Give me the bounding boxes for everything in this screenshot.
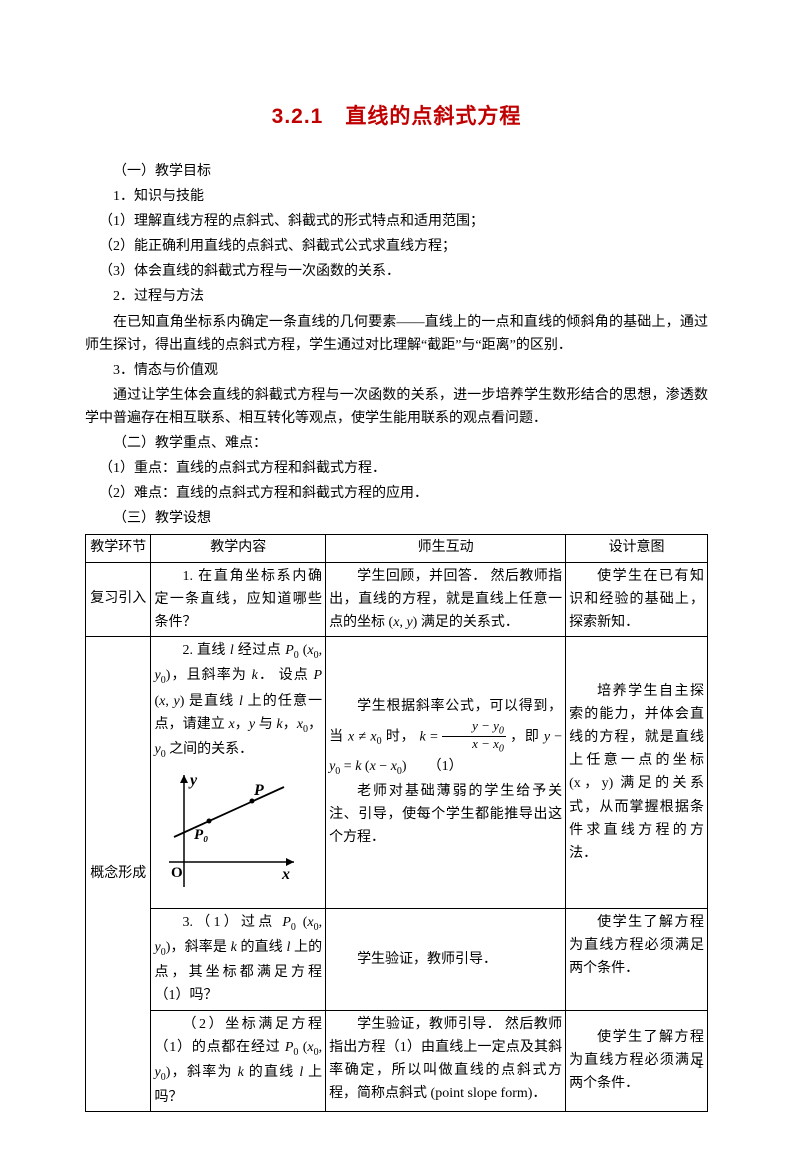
point-p0 — [207, 819, 212, 824]
page-title: 3.2.1 直线的点斜式方程 — [85, 100, 708, 130]
interaction-cell: 学生验证，教师引导． 然后教师指出方程（1）由直线上一定点及其斜率确定，所以叫做… — [326, 1010, 566, 1112]
cell-text: 学生验证，教师引导． — [329, 948, 562, 971]
interaction-cell: 学生回顾，并回答． 然后教师指出，直线的方程，就是直线上任意一点的坐标 (x, … — [326, 562, 566, 636]
body-text: （1）理解直线方程的点斜式、斜截式的形式特点和适用范围； — [85, 210, 708, 233]
cell-text: 学生验证，教师引导． 然后教师指出方程（1）由直线上一定点及其斜率确定，所以叫做… — [329, 1013, 562, 1105]
coordinate-graph: y x O P P₀ — [154, 767, 304, 897]
body-text: 3．情态与价值观 — [85, 359, 708, 382]
cell-text: 老师对基础薄弱的学生给予关注、引导，使每个学生都能推导出这个方程． — [329, 780, 562, 849]
body-text: 2．过程与方法 — [85, 285, 708, 308]
cell-text: 3.（1）过点 P0 (x0, y0)，斜率是 k 的直线 l 上的点，其坐标都… — [154, 911, 322, 1008]
body-text: 1．知识与技能 — [85, 185, 708, 208]
intent-cell: 培养学生自主探索的能力，并体会直线的方程，就是直线上任意一点的坐标 (x，y) … — [566, 637, 708, 909]
table-row: 概念形成 2. 直线 l 经过点 P0 (x0, y0)，且斜率为 k． 设点 … — [86, 637, 708, 909]
intent-cell: 使学生了解方程为直线方程必须满足两个条件． — [566, 908, 708, 1010]
cell-text: 使学生在已有知识和经验的基础上，探索新知． — [569, 565, 704, 634]
stage-cell: 概念形成 — [86, 637, 151, 1112]
section-heading: （三）教学设想 — [85, 507, 708, 530]
col-header: 教学环节 — [86, 535, 151, 562]
lesson-table: 教学环节 教学内容 师生互动 设计意图 复习引入 1. 在直角坐标系内确定一条直… — [85, 534, 708, 1112]
cell-text: 使学生了解方程为直线方程必须满足两个条件． — [569, 1026, 704, 1095]
page-number: 1 — [697, 1056, 704, 1072]
origin-label: O — [171, 865, 183, 881]
cell-text: 1. 在直角坐标系内确定一条直线，应知道哪些条件？ — [154, 565, 322, 634]
content-cell: 3.（1）过点 P0 (x0, y0)，斜率是 k 的直线 l 上的点，其坐标都… — [151, 908, 326, 1010]
table-row: （2）坐标满足方程（1）的点都在经过 P0 (x0, y0)，斜率为 k 的直线… — [86, 1010, 708, 1112]
cell-text: 学生回顾，并回答． 然后教师指出，直线的方程，就是直线上任意一点的坐标 (x, … — [329, 565, 562, 634]
interaction-cell: 学生验证，教师引导． — [326, 908, 566, 1010]
intent-cell: 使学生了解方程为直线方程必须满足两个条件． — [566, 1010, 708, 1112]
body-text: （2）难点：直线的点斜式方程和斜截式方程的应用． — [85, 482, 708, 505]
cell-text: 使学生了解方程为直线方程必须满足两个条件． — [569, 911, 704, 980]
cell-text: 学生根据斜率公式，可以得到，当 x ≠ x0 时， k = y − y0x − … — [329, 695, 562, 780]
fraction: y − y0x − x0 — [442, 719, 506, 755]
content-cell: 1. 在直角坐标系内确定一条直线，应知道哪些条件？ — [151, 562, 326, 636]
table-header-row: 教学环节 教学内容 师生互动 设计意图 — [86, 535, 708, 562]
content-cell: 2. 直线 l 经过点 P0 (x0, y0)，且斜率为 k． 设点 P (x,… — [151, 637, 326, 909]
body-text: （3）体会直线的斜截式方程与一次函数的关系． — [85, 260, 708, 283]
document-page: 3.2.1 直线的点斜式方程 （一）教学目标 1．知识与技能 （1）理解直线方程… — [0, 0, 793, 1172]
section-heading: （一）教学目标 — [85, 160, 708, 183]
line-l — [174, 787, 284, 837]
axis-label: y — [188, 772, 198, 789]
content-cell: （2）坐标满足方程（1）的点都在经过 P0 (x0, y0)，斜率为 k 的直线… — [151, 1010, 326, 1112]
point-p — [250, 799, 255, 804]
arrow-icon — [286, 858, 294, 866]
arrow-icon — [180, 775, 188, 783]
point-label: P₀ — [194, 827, 208, 843]
body-text: （1）重点：直线的点斜式方程和斜截式方程． — [85, 457, 708, 480]
point-label: P — [253, 782, 264, 799]
cell-text: 培养学生自主探索的能力，并体会直线的方程，就是直线上任意一点的坐标 (x，y) … — [569, 680, 704, 865]
axis-label: x — [281, 866, 290, 883]
interaction-cell: 学生根据斜率公式，可以得到，当 x ≠ x0 时， k = y − y0x − … — [326, 637, 566, 909]
table-row: 3.（1）过点 P0 (x0, y0)，斜率是 k 的直线 l 上的点，其坐标都… — [86, 908, 708, 1010]
stage-cell: 复习引入 — [86, 562, 151, 636]
col-header: 师生互动 — [326, 535, 566, 562]
intent-cell: 使学生在已有知识和经验的基础上，探索新知． — [566, 562, 708, 636]
section-heading: （二）教学重点、难点： — [85, 432, 708, 455]
body-text: 在已知直角坐标系内确定一条直线的几何要素——直线上的一点和直线的倾斜角的基础上，… — [85, 311, 708, 357]
table-row: 复习引入 1. 在直角坐标系内确定一条直线，应知道哪些条件？ 学生回顾，并回答．… — [86, 562, 708, 636]
cell-text: （2）坐标满足方程（1）的点都在经过 P0 (x0, y0)，斜率为 k 的直线… — [154, 1013, 322, 1110]
body-text: 通过让学生体会直线的斜截式方程与一次函数的关系，进一步培养学生数形结合的思想，渗… — [85, 384, 708, 430]
col-header: 设计意图 — [566, 535, 708, 562]
cell-text: 2. 直线 l 经过点 P0 (x0, y0)，且斜率为 k． 设点 P (x,… — [154, 639, 322, 763]
body-text: （2）能正确利用直线的点斜式、斜截式公式求直线方程； — [85, 235, 708, 258]
col-header: 教学内容 — [151, 535, 326, 562]
